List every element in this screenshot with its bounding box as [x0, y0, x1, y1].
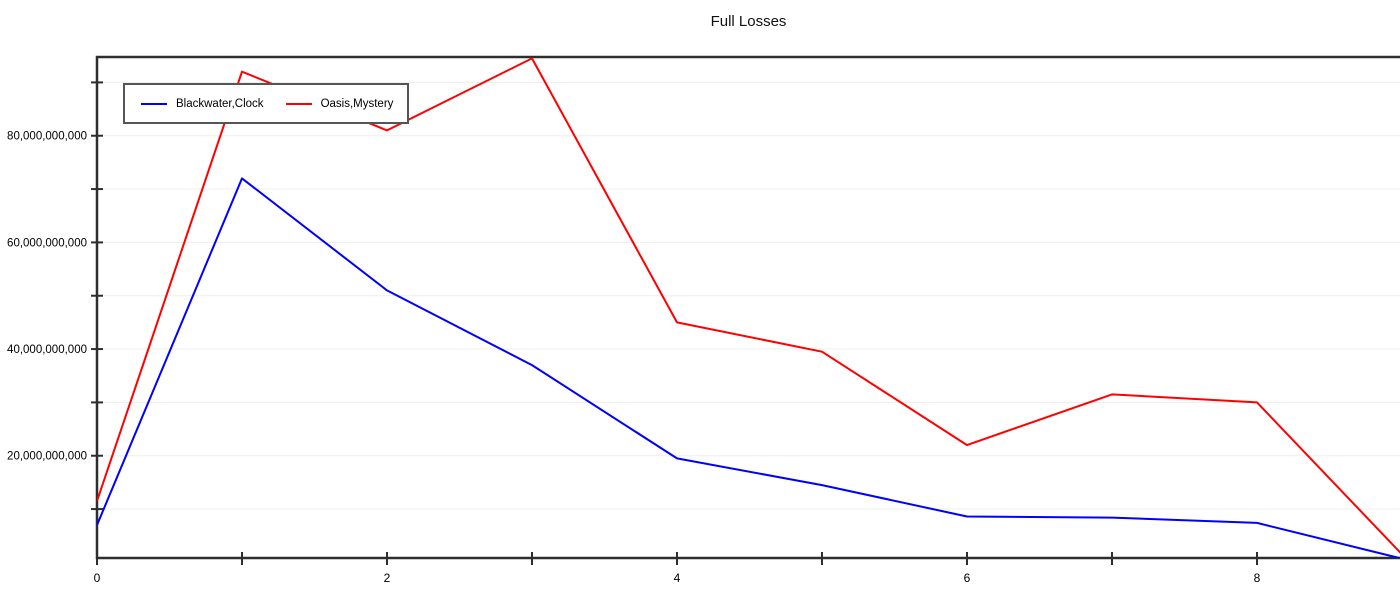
legend-line-sample-blue — [141, 102, 167, 105]
legend-label-oasis-mystery: Oasis,Mystery — [320, 97, 394, 110]
y-tick-label: 20,000,000,000 — [7, 451, 87, 463]
x-tick-label: 8 — [1254, 571, 1261, 585]
legend-item-blackwater-clock: Blackwater,Clock — [141, 98, 264, 110]
legend-line-sample-red — [285, 102, 312, 105]
series-line-oasis-mystery — [97, 57, 1400, 554]
y-tick-label: 40,000,000,000 — [7, 344, 87, 356]
y-tick-label: 60,000,000,000 — [7, 237, 87, 249]
series-line-blackwater-clock — [97, 177, 1400, 558]
y-tick-label: 80,000,000,000 — [7, 131, 87, 143]
legend-item-oasis-mystery: Oasis,Mystery — [285, 97, 394, 110]
x-tick-label: 0 — [94, 571, 101, 585]
legend: Blackwater,Clock Oasis,Mystery — [123, 83, 409, 124]
legend-label-blackwater-clock: Blackwater,Clock — [176, 97, 264, 110]
x-tick-label: 2 — [384, 571, 391, 585]
x-tick-label: 6 — [964, 571, 971, 585]
x-tick-label: 4 — [674, 571, 681, 585]
plot-border — [95, 55, 1400, 560]
chart-title: Full Losses — [710, 13, 787, 30]
